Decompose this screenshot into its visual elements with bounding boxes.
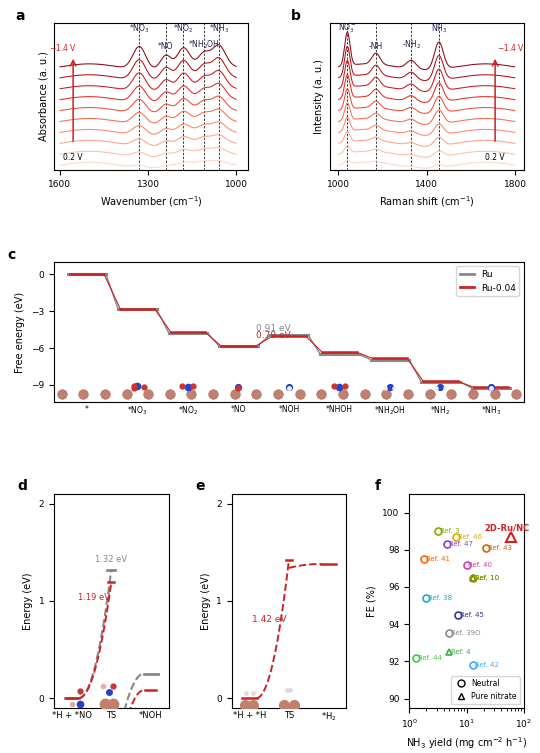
- Text: e: e: [195, 479, 205, 492]
- X-axis label: NH$_3$ yield (mg cm$^{-2}$ h$^{-1}$): NH$_3$ yield (mg cm$^{-2}$ h$^{-1}$): [406, 736, 527, 751]
- Text: $-$1.4 V: $-$1.4 V: [497, 42, 525, 53]
- Text: *NH$_2$OH: *NH$_2$OH: [188, 38, 220, 51]
- Text: 0.91 eV: 0.91 eV: [256, 324, 291, 333]
- Y-axis label: Absorbance (a. u.): Absorbance (a. u.): [38, 51, 49, 142]
- Text: Ref. 43: Ref. 43: [488, 545, 512, 551]
- X-axis label: Wavenumber (cm$^{-1}$): Wavenumber (cm$^{-1}$): [100, 194, 202, 209]
- Text: c: c: [7, 248, 15, 262]
- Text: -NH$_2$: -NH$_2$: [402, 38, 421, 51]
- Text: 0.2 V: 0.2 V: [63, 153, 83, 162]
- Text: Ref. 10: Ref. 10: [475, 575, 499, 581]
- Text: Ref. 3: Ref. 3: [440, 528, 460, 534]
- Text: NH$_3$: NH$_3$: [431, 23, 447, 35]
- Text: Ref. 46: Ref. 46: [458, 534, 482, 540]
- Y-axis label: Energy (eV): Energy (eV): [200, 572, 211, 630]
- Y-axis label: Free energy (eV): Free energy (eV): [16, 291, 25, 373]
- Text: *NH$_3$: *NH$_3$: [208, 23, 229, 35]
- Y-axis label: Energy (eV): Energy (eV): [23, 572, 33, 630]
- Text: Ref. 41: Ref. 41: [426, 556, 450, 562]
- Text: d: d: [17, 479, 27, 492]
- Text: 2D-Ru/NC: 2D-Ru/NC: [484, 523, 530, 532]
- Text: f: f: [375, 479, 381, 492]
- Text: NO$_3^-$: NO$_3^-$: [338, 21, 357, 35]
- Text: *NO$_3$: *NO$_3$: [129, 23, 150, 35]
- Text: Ref. 39O: Ref. 39O: [451, 630, 481, 636]
- Text: 0.2 V: 0.2 V: [485, 153, 505, 162]
- Text: Ref. 42: Ref. 42: [475, 662, 499, 668]
- Text: 0.79 eV: 0.79 eV: [256, 331, 291, 340]
- Text: Ref. 47: Ref. 47: [449, 541, 472, 547]
- Text: $-$1.4 V: $-$1.4 V: [50, 42, 78, 53]
- Text: Ref. 10: Ref. 10: [475, 575, 499, 581]
- Text: b: b: [291, 8, 301, 23]
- Text: Ref. 40: Ref. 40: [468, 562, 492, 568]
- Text: Ref. 44: Ref. 44: [417, 654, 442, 660]
- Y-axis label: FE (%): FE (%): [367, 585, 377, 617]
- X-axis label: Raman shift (cm$^{-1}$): Raman shift (cm$^{-1}$): [379, 194, 475, 209]
- Text: Ref. 45: Ref. 45: [460, 612, 483, 618]
- Text: *NO: *NO: [158, 42, 173, 51]
- Text: a: a: [15, 8, 25, 23]
- Text: -NH: -NH: [369, 42, 383, 51]
- Legend: Ru, Ru-0.04: Ru, Ru-0.04: [456, 267, 519, 296]
- Text: 1.32 eV: 1.32 eV: [95, 555, 127, 564]
- Text: 1.42 eV: 1.42 eV: [252, 615, 286, 624]
- Text: Ref. 38: Ref. 38: [428, 595, 453, 601]
- Legend: Neutral, Pure nitrate: Neutral, Pure nitrate: [451, 676, 520, 704]
- Y-axis label: Intensity (a. u.): Intensity (a. u.): [314, 59, 324, 134]
- Text: Ref. 4: Ref. 4: [451, 649, 471, 655]
- Text: *NO$_2$: *NO$_2$: [173, 23, 194, 35]
- Text: 1.19 eV: 1.19 eV: [78, 593, 110, 602]
